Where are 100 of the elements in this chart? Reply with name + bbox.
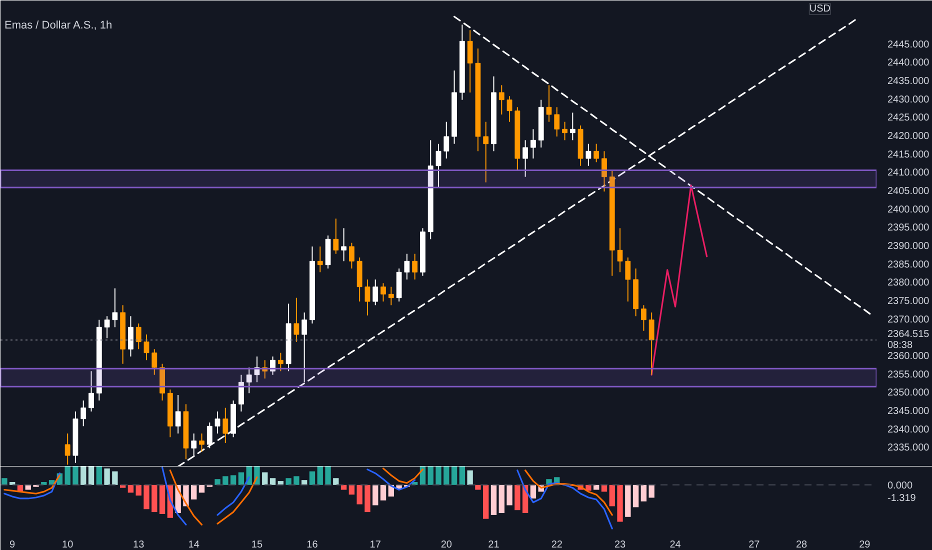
bar <box>348 484 355 495</box>
candlestick <box>317 246 323 273</box>
candlestick <box>80 400 86 427</box>
bar <box>617 484 623 522</box>
candlestick <box>562 121 568 141</box>
candlestick <box>602 150 607 192</box>
line-series <box>650 184 708 376</box>
x-tick-label: 27 <box>748 540 760 550</box>
bar <box>64 466 70 485</box>
candlestick <box>348 242 354 269</box>
bar <box>475 484 481 490</box>
bar <box>436 466 442 485</box>
candlestick <box>270 356 276 376</box>
bar <box>2 478 8 485</box>
bar <box>380 484 386 500</box>
bar <box>309 471 316 485</box>
y-tick-label: 2405.000 <box>888 186 930 197</box>
candlestick <box>554 106 560 137</box>
candlestick <box>238 374 244 412</box>
candlestick <box>112 288 118 328</box>
candlestick <box>617 228 623 273</box>
bar <box>451 466 458 485</box>
candlestick <box>214 411 220 434</box>
candlestick <box>570 112 576 141</box>
y-tick-label: 2425.000 <box>888 112 930 124</box>
bar <box>356 484 362 504</box>
bar <box>136 484 142 496</box>
x-tick-label: 28 <box>796 540 808 550</box>
candlestick <box>206 422 212 449</box>
y-tick-label: -1.319 <box>888 493 916 504</box>
candlestick <box>254 356 260 383</box>
candlestick <box>412 253 418 280</box>
bar <box>41 482 47 485</box>
y-tick-label: 2445.000 <box>888 39 930 50</box>
candlestick <box>530 128 536 159</box>
bar <box>333 478 339 485</box>
x-tick-label: 29 <box>859 540 871 550</box>
candlestick <box>136 323 142 350</box>
candlestick <box>648 312 654 376</box>
y-tick-label: 2350.000 <box>888 388 930 399</box>
candlestick <box>294 297 300 342</box>
bar <box>444 466 450 485</box>
candlestick <box>467 30 473 93</box>
y-tick-label: 2390.000 <box>888 241 930 252</box>
candlestick <box>191 433 197 456</box>
bar <box>372 484 378 506</box>
bar <box>428 466 434 485</box>
candlestick <box>444 121 450 159</box>
y-tick-label: 2355.000 <box>888 369 930 380</box>
candlestick <box>262 360 268 379</box>
y-tick-label: 2364.515 08:38 <box>888 328 930 351</box>
bar <box>214 479 220 485</box>
candlestick <box>152 348 158 376</box>
candlestick <box>104 316 110 339</box>
bar <box>340 484 347 490</box>
y-tick-label: 2380.000 <box>888 278 930 289</box>
candlestick <box>175 394 181 434</box>
bar <box>262 472 268 485</box>
y-tick-label: 2435.000 <box>888 76 930 87</box>
y-tick-label: 2420.000 <box>888 131 930 142</box>
candlestick <box>144 334 150 361</box>
y-tick-label: 0.000 <box>888 480 913 492</box>
bar <box>286 478 292 485</box>
y-tick-label: 2360.000 <box>888 351 930 362</box>
x-tick-label: 15 <box>251 540 263 550</box>
bar <box>80 466 86 485</box>
candlestick <box>64 433 70 466</box>
y-tick-label: 2395.000 <box>888 222 930 234</box>
candlestick <box>522 140 528 178</box>
bar <box>632 484 639 508</box>
bar <box>640 484 647 502</box>
bar <box>238 472 244 485</box>
candlestick <box>302 312 308 383</box>
y-tick-label: 2340.000 <box>888 424 930 436</box>
bar <box>128 484 134 493</box>
y-tick-label: 2430.000 <box>888 94 930 106</box>
bar <box>483 484 489 519</box>
bar <box>222 476 228 485</box>
bar <box>96 466 102 485</box>
y-tick-label: 2345.000 <box>888 406 930 417</box>
x-tick-label: 16 <box>306 540 318 550</box>
x-tick-label: 10 <box>62 540 74 550</box>
candlestick <box>640 304 646 332</box>
x-tick-label: 24 <box>670 540 682 550</box>
candlestick <box>586 143 592 166</box>
x-tick-label: 13 <box>133 540 145 550</box>
bar <box>144 484 150 510</box>
bar <box>506 484 512 506</box>
y-tick-label: 2375.000 <box>888 296 930 307</box>
bar <box>104 468 110 485</box>
y-tick-label: 2335.000 <box>888 442 930 454</box>
bar <box>364 484 370 512</box>
candlestick <box>278 352 284 372</box>
candlestick <box>506 96 512 122</box>
candlestick <box>364 279 370 316</box>
candlestick <box>222 407 228 444</box>
candlestick <box>246 367 252 394</box>
candlestick <box>436 143 442 188</box>
bar <box>593 484 600 490</box>
bar <box>72 466 78 485</box>
